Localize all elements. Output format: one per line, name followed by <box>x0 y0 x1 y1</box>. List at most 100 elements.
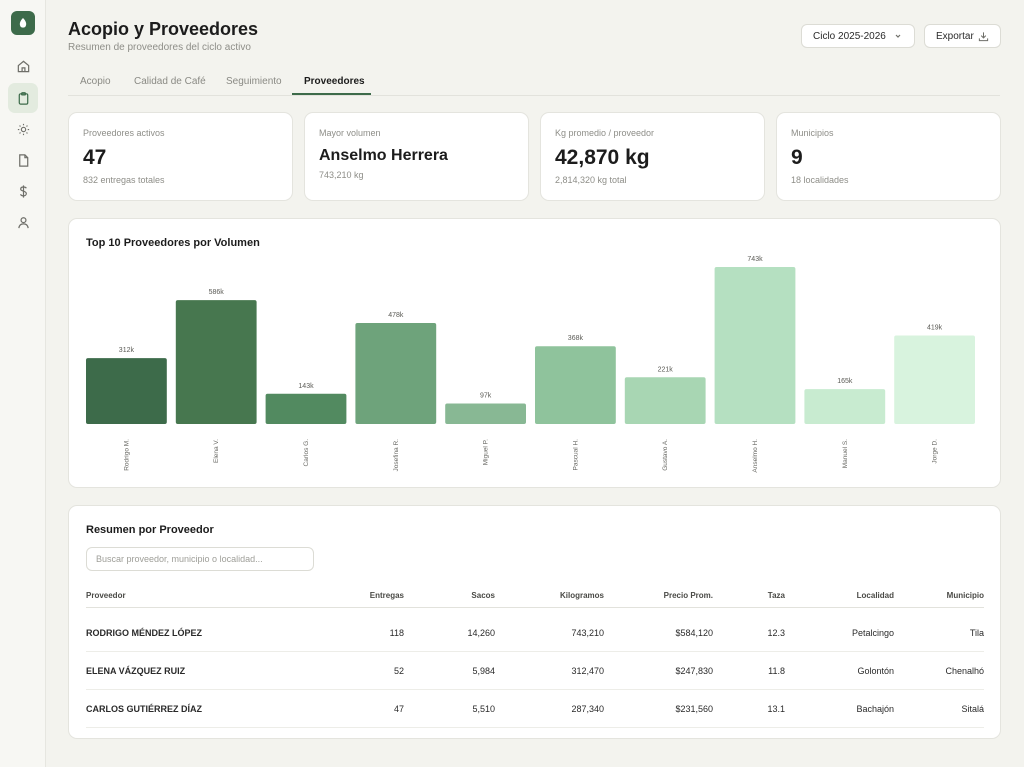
cell-municipio: Chenalhó <box>945 666 984 676</box>
leaf-icon <box>19 18 27 28</box>
chart-bar[interactable] <box>624 377 706 424</box>
stat-label: Proveedores activos <box>83 128 165 138</box>
chevron-down-icon <box>895 34 901 38</box>
tab-proveedores[interactable]: Proveedores <box>304 76 365 87</box>
table-row[interactable]: ELENA VÁZQUEZ RUIZ 52 5,984 312,470 $247… <box>86 652 984 690</box>
chart-title: Top 10 Proveedores por Volumen <box>86 237 260 249</box>
bar-value-label: 97k <box>480 393 492 400</box>
page-title: Acopio y Proveedores <box>68 19 259 39</box>
user-icon <box>17 216 29 228</box>
cell-taza: 12.3 <box>767 628 785 638</box>
cell-municipio: Tila <box>969 628 984 638</box>
x-tick-label: Rodrigo M. <box>123 439 130 471</box>
col-header-sacos[interactable]: Sacos <box>471 591 495 600</box>
nav-acopio[interactable] <box>8 83 38 113</box>
nav-pagos[interactable] <box>8 176 38 206</box>
stat-value: 42,870 kg <box>555 146 650 169</box>
bar-value-label: 221k <box>658 366 674 373</box>
nav-usuario[interactable] <box>8 207 38 237</box>
chart-bar[interactable] <box>265 393 347 424</box>
home-icon <box>17 60 29 72</box>
cell-entregas: 47 <box>393 704 404 714</box>
sun-icon <box>17 123 29 135</box>
cell-kilogramos: 312,470 <box>571 666 604 676</box>
table-row[interactable]: CARLOS GUTIÉRREZ DÍAZ 47 5,510 287,340 $… <box>86 690 984 728</box>
stat-sub: 832 entregas totales <box>83 175 165 185</box>
stat-card-kg-promedio: Kg promedio / proveedor 42,870 kg 2,814,… <box>540 112 765 201</box>
cell-proveedor: RODRIGO MÉNDEZ LÓPEZ <box>86 628 203 638</box>
x-tick-label: Carlos G. <box>303 439 310 467</box>
cell-kilogramos: 743,210 <box>571 628 604 638</box>
bar-value-label: 165k <box>837 378 853 385</box>
bar-value-label: 586k <box>209 289 225 296</box>
table-row[interactable]: RODRIGO MÉNDEZ LÓPEZ 118 14,260 743,210 … <box>86 614 984 652</box>
col-header-proveedor[interactable]: Proveedor <box>86 591 126 600</box>
chart-bar[interactable] <box>355 322 437 424</box>
stat-sub: 743,210 kg <box>319 170 364 180</box>
bar-value-label: 419k <box>927 324 943 331</box>
cycle-select-label: Ciclo 2025-2026 <box>813 30 886 42</box>
document-icon <box>18 153 28 167</box>
col-header-kilogramos[interactable]: Kilogramos <box>559 591 604 600</box>
dollar-icon <box>19 184 27 198</box>
table-card: Resumen por Proveedor Proveedor Entregas… <box>68 505 1001 739</box>
cell-kilogramos: 287,340 <box>571 704 604 714</box>
cell-proveedor: ELENA VÁZQUEZ RUIZ <box>86 666 186 676</box>
chart-bar[interactable] <box>445 403 526 424</box>
export-button-label: Exportar <box>936 30 974 42</box>
chart-bar[interactable] <box>86 358 167 424</box>
nav-documentos[interactable] <box>8 145 38 175</box>
page-subtitle: Resumen de proveedores del ciclo activo <box>68 42 251 53</box>
chart-bar[interactable] <box>535 346 616 424</box>
stat-value: Anselmo Herrera <box>319 147 448 164</box>
clipboard-icon <box>18 91 28 105</box>
stat-sub: 2,814,320 kg total <box>555 175 627 185</box>
download-icon <box>978 32 989 42</box>
app-logo[interactable] <box>11 11 35 35</box>
chart-card: Top 10 Proveedores por Volumen 312k Rodri… <box>68 218 1001 488</box>
tab-seguimiento[interactable]: Seguimiento <box>226 76 282 87</box>
tab-calidad[interactable]: Calidad de Café <box>134 76 206 87</box>
col-header-localidad[interactable]: Localidad <box>856 591 894 600</box>
stat-card-proveedores: Proveedores activos 47 832 entregas tota… <box>68 112 293 201</box>
nav-home[interactable] <box>8 51 38 81</box>
cell-sacos: 14,260 <box>467 628 495 638</box>
cell-municipio: Sitalá <box>961 704 984 714</box>
col-header-municipio[interactable]: Municipio <box>946 591 984 600</box>
cell-precio: $247,830 <box>675 666 713 676</box>
bar-value-label: 143k <box>298 383 314 390</box>
x-tick-label: Elena V. <box>213 439 220 463</box>
cell-localidad: Golontón <box>857 666 894 676</box>
cell-entregas: 118 <box>389 628 404 638</box>
x-tick-label: Manuel S. <box>842 439 849 468</box>
cycle-select[interactable]: Ciclo 2025-2026 <box>801 24 915 48</box>
stat-card-municipios: Municipios 9 18 localidades <box>776 112 1001 201</box>
col-header-entregas[interactable]: Entregas <box>369 591 404 600</box>
stat-sub: 18 localidades <box>791 175 849 185</box>
active-tab-indicator <box>292 93 371 95</box>
bar-value-label: 743k <box>747 256 763 263</box>
chart-bar[interactable] <box>894 335 975 424</box>
x-tick-label: Gustavo A. <box>662 439 669 471</box>
x-tick-label: Josefina R. <box>393 439 400 472</box>
chart-bar[interactable] <box>804 389 886 424</box>
col-header-precio[interactable]: Precio Prom. <box>663 591 713 600</box>
bar-value-label: 368k <box>568 335 584 342</box>
cell-sacos: 5,510 <box>472 704 495 714</box>
tab-acopio[interactable]: Acopio <box>80 76 111 87</box>
cell-precio: $584,120 <box>675 628 713 638</box>
cell-taza: 13.1 <box>767 704 785 714</box>
cell-localidad: Petalcingo <box>851 628 894 638</box>
search-input[interactable] <box>86 547 314 571</box>
header-divider <box>86 607 984 608</box>
chart-bar[interactable] <box>175 300 257 424</box>
export-button[interactable]: Exportar <box>924 24 1001 48</box>
bar-chart: 312k Rodrigo M. 586k Elena V. 143k Carlos G. 4… <box>86 256 975 473</box>
cell-sacos: 5,984 <box>472 666 495 676</box>
sidebar <box>0 0 46 767</box>
col-header-taza[interactable]: Taza <box>767 591 785 600</box>
stat-value: 9 <box>791 146 803 169</box>
chart-bar[interactable] <box>714 267 796 424</box>
nav-calidad[interactable] <box>8 114 38 144</box>
stat-label: Mayor volumen <box>319 128 381 138</box>
